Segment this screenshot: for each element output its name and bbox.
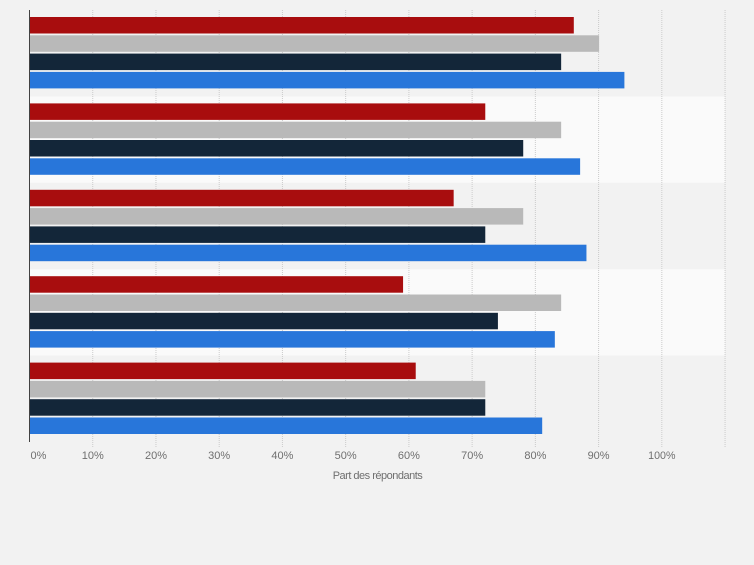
svg-text:40%: 40% — [271, 450, 293, 462]
svg-text:10%: 10% — [82, 450, 104, 462]
svg-text:50%: 50% — [335, 450, 357, 462]
svg-text:100%: 100% — [648, 450, 676, 462]
svg-text:90%: 90% — [588, 450, 610, 462]
svg-text:30%: 30% — [208, 450, 230, 462]
svg-text:0%: 0% — [31, 450, 47, 462]
svg-text:Part des répondants: Part des répondants — [333, 470, 424, 482]
svg-text:20%: 20% — [145, 450, 167, 462]
svg-text:80%: 80% — [524, 450, 546, 462]
svg-text:70%: 70% — [461, 450, 483, 462]
svg-text:60%: 60% — [398, 450, 420, 462]
